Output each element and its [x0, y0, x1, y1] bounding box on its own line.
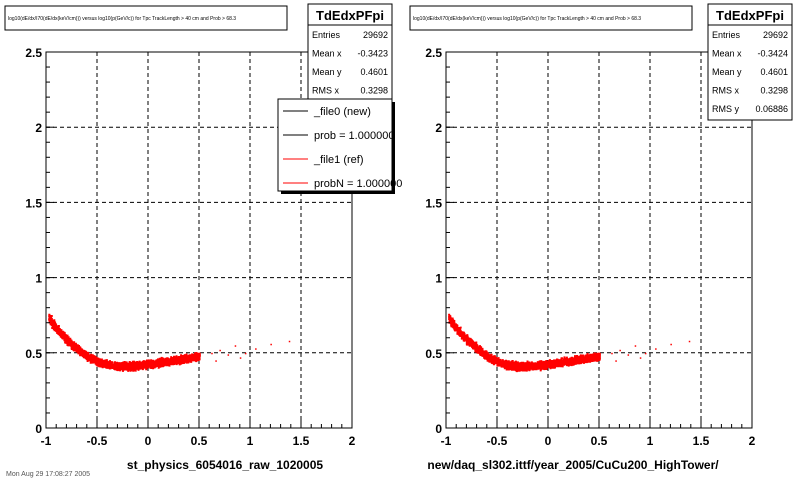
stats-row-label: RMS x	[712, 86, 740, 96]
x-tick-label: 1	[647, 434, 654, 448]
x-tick-label: 1	[247, 434, 254, 448]
outlier-point	[211, 352, 213, 355]
y-tick-label: 1.5	[25, 196, 42, 210]
x-tick-label: 2	[349, 434, 356, 448]
y-tick-label: 2	[35, 121, 42, 135]
x-tick-label: 2	[749, 434, 756, 448]
stats-row-value: 29692	[763, 30, 788, 40]
outlier-point	[219, 349, 221, 352]
right-panel: log10(dE/dx/I70(dE/dx(keV/cm))) versus l…	[409, 3, 793, 472]
x-tick-label: 1.5	[693, 434, 710, 448]
panel-caption: st_physics_6054016_raw_1020005	[127, 458, 323, 472]
y-tick-label: 0	[435, 422, 442, 436]
stats-name: TdEdxPFpi	[716, 8, 784, 23]
y-tick-label: 2.5	[25, 46, 42, 60]
stats-row-value: -0.3423	[357, 49, 388, 59]
legend-box	[277, 98, 393, 192]
y-tick-label: 0.5	[425, 347, 442, 361]
stats-box	[707, 3, 793, 121]
outlier-point	[270, 343, 272, 346]
stats-row-value: 0.4601	[760, 67, 788, 77]
outlier-point	[670, 343, 672, 346]
stats-row-value: 0.3298	[360, 86, 388, 96]
outlier-point	[627, 354, 630, 356]
stats-row-label: Entries	[712, 30, 741, 40]
stats-row-label: Entries	[312, 30, 341, 40]
stats-row-value: -0.3424	[757, 49, 788, 59]
outlier-point	[688, 340, 691, 343]
x-tick-label: 0.5	[591, 434, 608, 448]
outlier-point	[288, 340, 291, 343]
y-tick-label: 0.5	[25, 347, 42, 361]
legend-label: _file1 (ref)	[313, 154, 364, 166]
outlier-point	[639, 357, 642, 359]
outlier-point	[634, 345, 637, 347]
legend-label: prob = 1.000000	[314, 130, 394, 142]
stats-row-value: 29692	[363, 30, 388, 40]
y-tick-label: 1.5	[425, 196, 442, 210]
outlier-point	[227, 354, 230, 356]
outlier-point	[215, 360, 217, 362]
title-box	[409, 5, 693, 31]
x-tick-label: -1	[441, 434, 452, 448]
outlier-point	[619, 349, 621, 352]
y-tick-label: 0	[35, 422, 42, 436]
stats-name: TdEdxPFpi	[316, 8, 384, 23]
outlier-point	[234, 345, 237, 347]
x-tick-label: -0.5	[87, 434, 108, 448]
y-tick-label: 1	[435, 272, 442, 286]
title-box	[4, 5, 288, 31]
stats-row-value: 0.4601	[360, 67, 388, 77]
legend-label: _file0 (new)	[313, 106, 371, 118]
stats-row-value: 0.06886	[755, 104, 788, 114]
plot-title: log10(dE/dx/I70(dE/dx(keV/cm))) versus l…	[413, 16, 641, 22]
scatter-points	[448, 313, 691, 373]
stats-row-label: Mean x	[312, 49, 342, 59]
stats-box	[307, 3, 393, 101]
x-tick-label: 1.5	[293, 434, 310, 448]
outlier-point	[239, 357, 242, 359]
outlier-point	[655, 348, 657, 350]
x-tick-label: 0	[545, 434, 552, 448]
outlier-point	[244, 352, 247, 355]
stats-row-label: Mean x	[712, 49, 742, 59]
y-tick-label: 2	[435, 121, 442, 135]
outlier-point	[611, 352, 613, 355]
outlier-point	[615, 360, 617, 362]
footer-timestamp: Mon Aug 29 17:08:27 2005	[6, 471, 90, 478]
scatter-band	[448, 313, 601, 373]
stats-row-value: 0.3298	[760, 86, 788, 96]
y-tick-label: 2.5	[425, 46, 442, 60]
panel-caption: new/daq_sl302.ittf/year_2005/CuCu200_Hig…	[427, 458, 719, 472]
plot-title: log10(dE/dx/I70(dE/dx(keV/cm))) versus l…	[8, 16, 236, 22]
x-tick-label: -0.5	[487, 434, 508, 448]
scatter-band	[48, 313, 201, 372]
stats-row-label: Mean y	[312, 67, 342, 77]
outlier-point	[255, 348, 257, 350]
stats-row-label: Mean y	[712, 67, 742, 77]
x-tick-label: 0.5	[191, 434, 208, 448]
legend-label: probN = 1.000000	[314, 178, 402, 190]
outlier-point	[644, 352, 647, 355]
x-tick-label: 0	[145, 434, 152, 448]
stats-row-label: RMS y	[712, 104, 740, 114]
y-tick-label: 1	[35, 272, 42, 286]
stats-row-label: RMS x	[312, 86, 340, 96]
left-panel: log10(dE/dx/I70(dE/dx(keV/cm))) versus l…	[4, 3, 402, 472]
x-tick-label: -1	[41, 434, 52, 448]
scatter-points	[48, 313, 291, 372]
